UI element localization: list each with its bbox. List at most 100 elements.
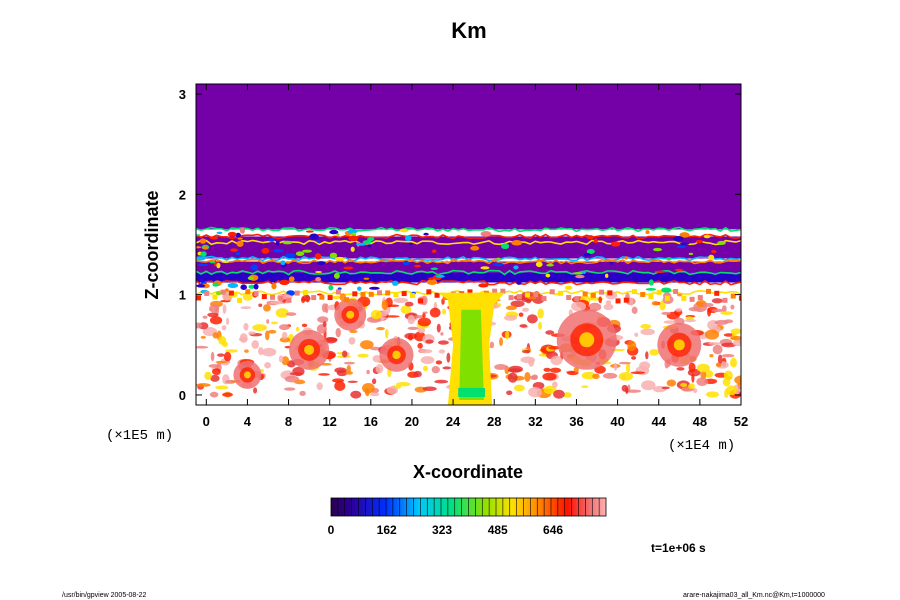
turbulent-blob — [489, 341, 495, 349]
turbulent-blob — [531, 374, 538, 380]
turbulent-blob — [730, 304, 735, 310]
band-blob — [196, 246, 202, 249]
band-blob — [348, 235, 359, 242]
turbulent-blob — [730, 357, 737, 368]
x-tick-label: 16 — [364, 414, 378, 429]
band-blob — [227, 282, 239, 289]
band-blob — [227, 231, 237, 237]
turbulent-blob — [661, 386, 670, 390]
x-tick-label: 48 — [693, 414, 707, 429]
band-contour-1 — [196, 233, 741, 240]
band-blob — [215, 291, 222, 296]
turbulent-blob — [651, 301, 659, 306]
band-blob — [328, 284, 334, 291]
turbulent-blob — [618, 372, 634, 381]
turbulent-blob — [345, 371, 353, 375]
footer-right: arare-nakajima03_all_Km.nc@Km,t=1000000 — [683, 592, 825, 599]
turbulent-blob — [321, 303, 328, 313]
turbulent-blob — [543, 385, 557, 395]
band-blob — [347, 229, 358, 234]
turbulent-blob — [708, 342, 722, 345]
band-blob — [209, 236, 219, 240]
band-contour-4 — [196, 258, 741, 265]
turbulent-blob — [350, 390, 362, 399]
turbulent-blob — [209, 391, 219, 398]
turbulent-blob — [284, 375, 300, 383]
band-blob — [196, 284, 206, 288]
turbulent-blob — [209, 316, 223, 325]
band-blob — [703, 234, 711, 239]
band-blob — [480, 266, 490, 270]
turbulent-blob — [649, 349, 660, 356]
transition-cell — [664, 295, 670, 301]
turbulent-blob — [513, 384, 525, 392]
x-tick-label: 12 — [322, 414, 336, 429]
transition-cell — [418, 298, 424, 304]
turbulent-blob — [442, 308, 447, 315]
turbulent-blob — [278, 355, 284, 363]
band-blob — [295, 251, 305, 257]
turbulent-blob — [269, 301, 284, 305]
band-blob — [236, 240, 244, 247]
transition-cell — [220, 289, 226, 295]
band-blob — [275, 240, 280, 246]
band-blob — [261, 247, 270, 254]
band-blob — [315, 277, 322, 282]
turbulent-blob — [519, 324, 528, 328]
band-blob — [302, 249, 313, 253]
turbulent-blob — [209, 304, 220, 313]
band-stripe-6 — [196, 282, 741, 293]
time-label: t=1e+06 s — [651, 541, 706, 555]
turbulent-blob — [217, 353, 225, 357]
eddy-center-3 — [673, 339, 685, 351]
transition-cell — [689, 296, 695, 302]
turbulent-blob — [507, 372, 518, 383]
turbulent-blob — [268, 329, 277, 334]
turbulent-blob — [721, 342, 737, 348]
transition-cell — [368, 291, 374, 297]
turbulent-blob — [404, 301, 414, 307]
band-blob — [363, 277, 370, 280]
band-blob — [221, 260, 230, 263]
transition-cell — [607, 290, 613, 296]
band-blob — [404, 235, 412, 242]
turbulent-blob — [640, 328, 655, 336]
band-blob — [645, 230, 650, 235]
turbulent-blob — [684, 318, 697, 323]
turbulent-blob — [663, 320, 677, 324]
transition-cell — [681, 295, 687, 301]
transition-cell — [467, 289, 473, 295]
transition-cell — [730, 293, 736, 299]
turbulent-blob — [208, 364, 220, 368]
turbulent-blob — [543, 367, 551, 372]
transition-cell — [722, 297, 728, 303]
turbulent-blob — [722, 377, 731, 387]
transition-cell — [360, 292, 366, 298]
turbulent-blob — [360, 340, 374, 350]
colorbar-ticks: 0 162 323 485 646 — [328, 523, 564, 537]
transition-cell — [566, 295, 572, 301]
turbulent-blob — [730, 328, 741, 335]
turbulent-blob — [605, 300, 612, 305]
band-blob — [288, 276, 295, 282]
band-blob — [546, 263, 555, 267]
band-blob — [334, 256, 345, 261]
band-blob — [305, 230, 314, 233]
uniform-upper-region — [196, 84, 741, 230]
band-blob — [367, 236, 375, 242]
band-contour-0 — [196, 226, 741, 233]
turbulent-blob — [218, 336, 227, 345]
colorbar-tick-label: 162 — [377, 523, 397, 537]
turbulent-blob — [264, 330, 270, 341]
turbulent-blob — [437, 340, 449, 345]
turbulent-blob — [680, 383, 688, 388]
turbulent-blob — [434, 379, 449, 384]
band-blob — [660, 287, 672, 293]
turbulent-blob — [550, 355, 563, 366]
turbulent-blob — [244, 349, 249, 353]
turbulent-blob — [520, 356, 536, 364]
transition-cell — [516, 294, 522, 300]
turbulent-blob — [734, 375, 741, 385]
turbulent-blob — [239, 333, 248, 344]
